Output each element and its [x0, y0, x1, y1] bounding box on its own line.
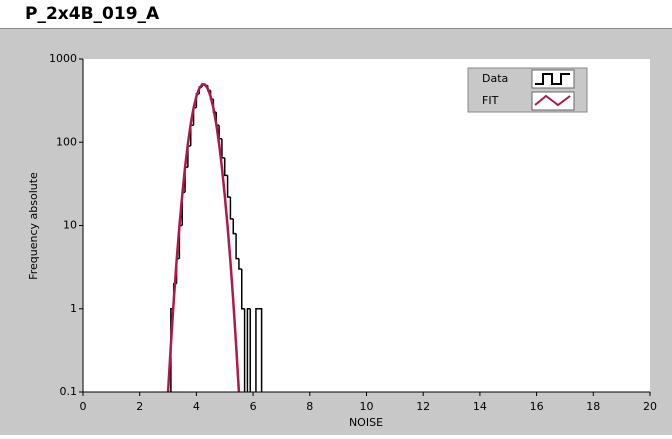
histogram-step — [255, 308, 259, 392]
x-tick-label: 18 — [586, 400, 600, 413]
histogram-step — [241, 269, 245, 310]
x-tick-label: 2 — [136, 400, 143, 413]
histogram-step — [246, 308, 251, 392]
legend-label: FIT — [482, 94, 499, 107]
y-tick-label: 1 — [70, 302, 77, 315]
legend-label: Data — [482, 72, 508, 85]
y-axis-label: Frequency absolute — [27, 172, 40, 280]
plot-area — [83, 59, 650, 392]
histogram-step — [224, 157, 228, 177]
y-tick-label: 10 — [63, 219, 77, 232]
y-tick-label: 1000 — [49, 52, 77, 65]
histogram-step — [226, 175, 231, 198]
x-axis-label: NOISE — [349, 416, 383, 429]
x-tick-label: 8 — [306, 400, 313, 413]
chart-title: P_2x4B_019_A — [25, 4, 160, 24]
histogram-step — [243, 308, 246, 392]
histogram-step — [258, 308, 263, 392]
y-tick-label: 0.1 — [60, 385, 78, 398]
histogram-step — [249, 308, 252, 392]
legend-icon — [535, 73, 570, 85]
x-tick-label: 6 — [250, 400, 257, 413]
histogram-step — [229, 196, 234, 220]
x-tick-label: 14 — [473, 400, 487, 413]
x-tick-label: 20 — [643, 400, 657, 413]
x-tick-label: 10 — [360, 400, 374, 413]
x-tick-label: 4 — [193, 400, 200, 413]
histogram-step — [232, 218, 237, 235]
fit-line — [166, 83, 241, 392]
legend: Data FIT — [467, 67, 588, 113]
legend-icon — [534, 94, 571, 107]
x-tick-label: 12 — [416, 400, 430, 413]
plot-marks — [166, 83, 263, 392]
x-tick-label: 0 — [80, 400, 87, 413]
x-tick-label: 16 — [530, 400, 544, 413]
y-tick-label: 100 — [56, 135, 77, 148]
histogram-step — [235, 233, 239, 260]
histogram-step — [238, 258, 242, 270]
